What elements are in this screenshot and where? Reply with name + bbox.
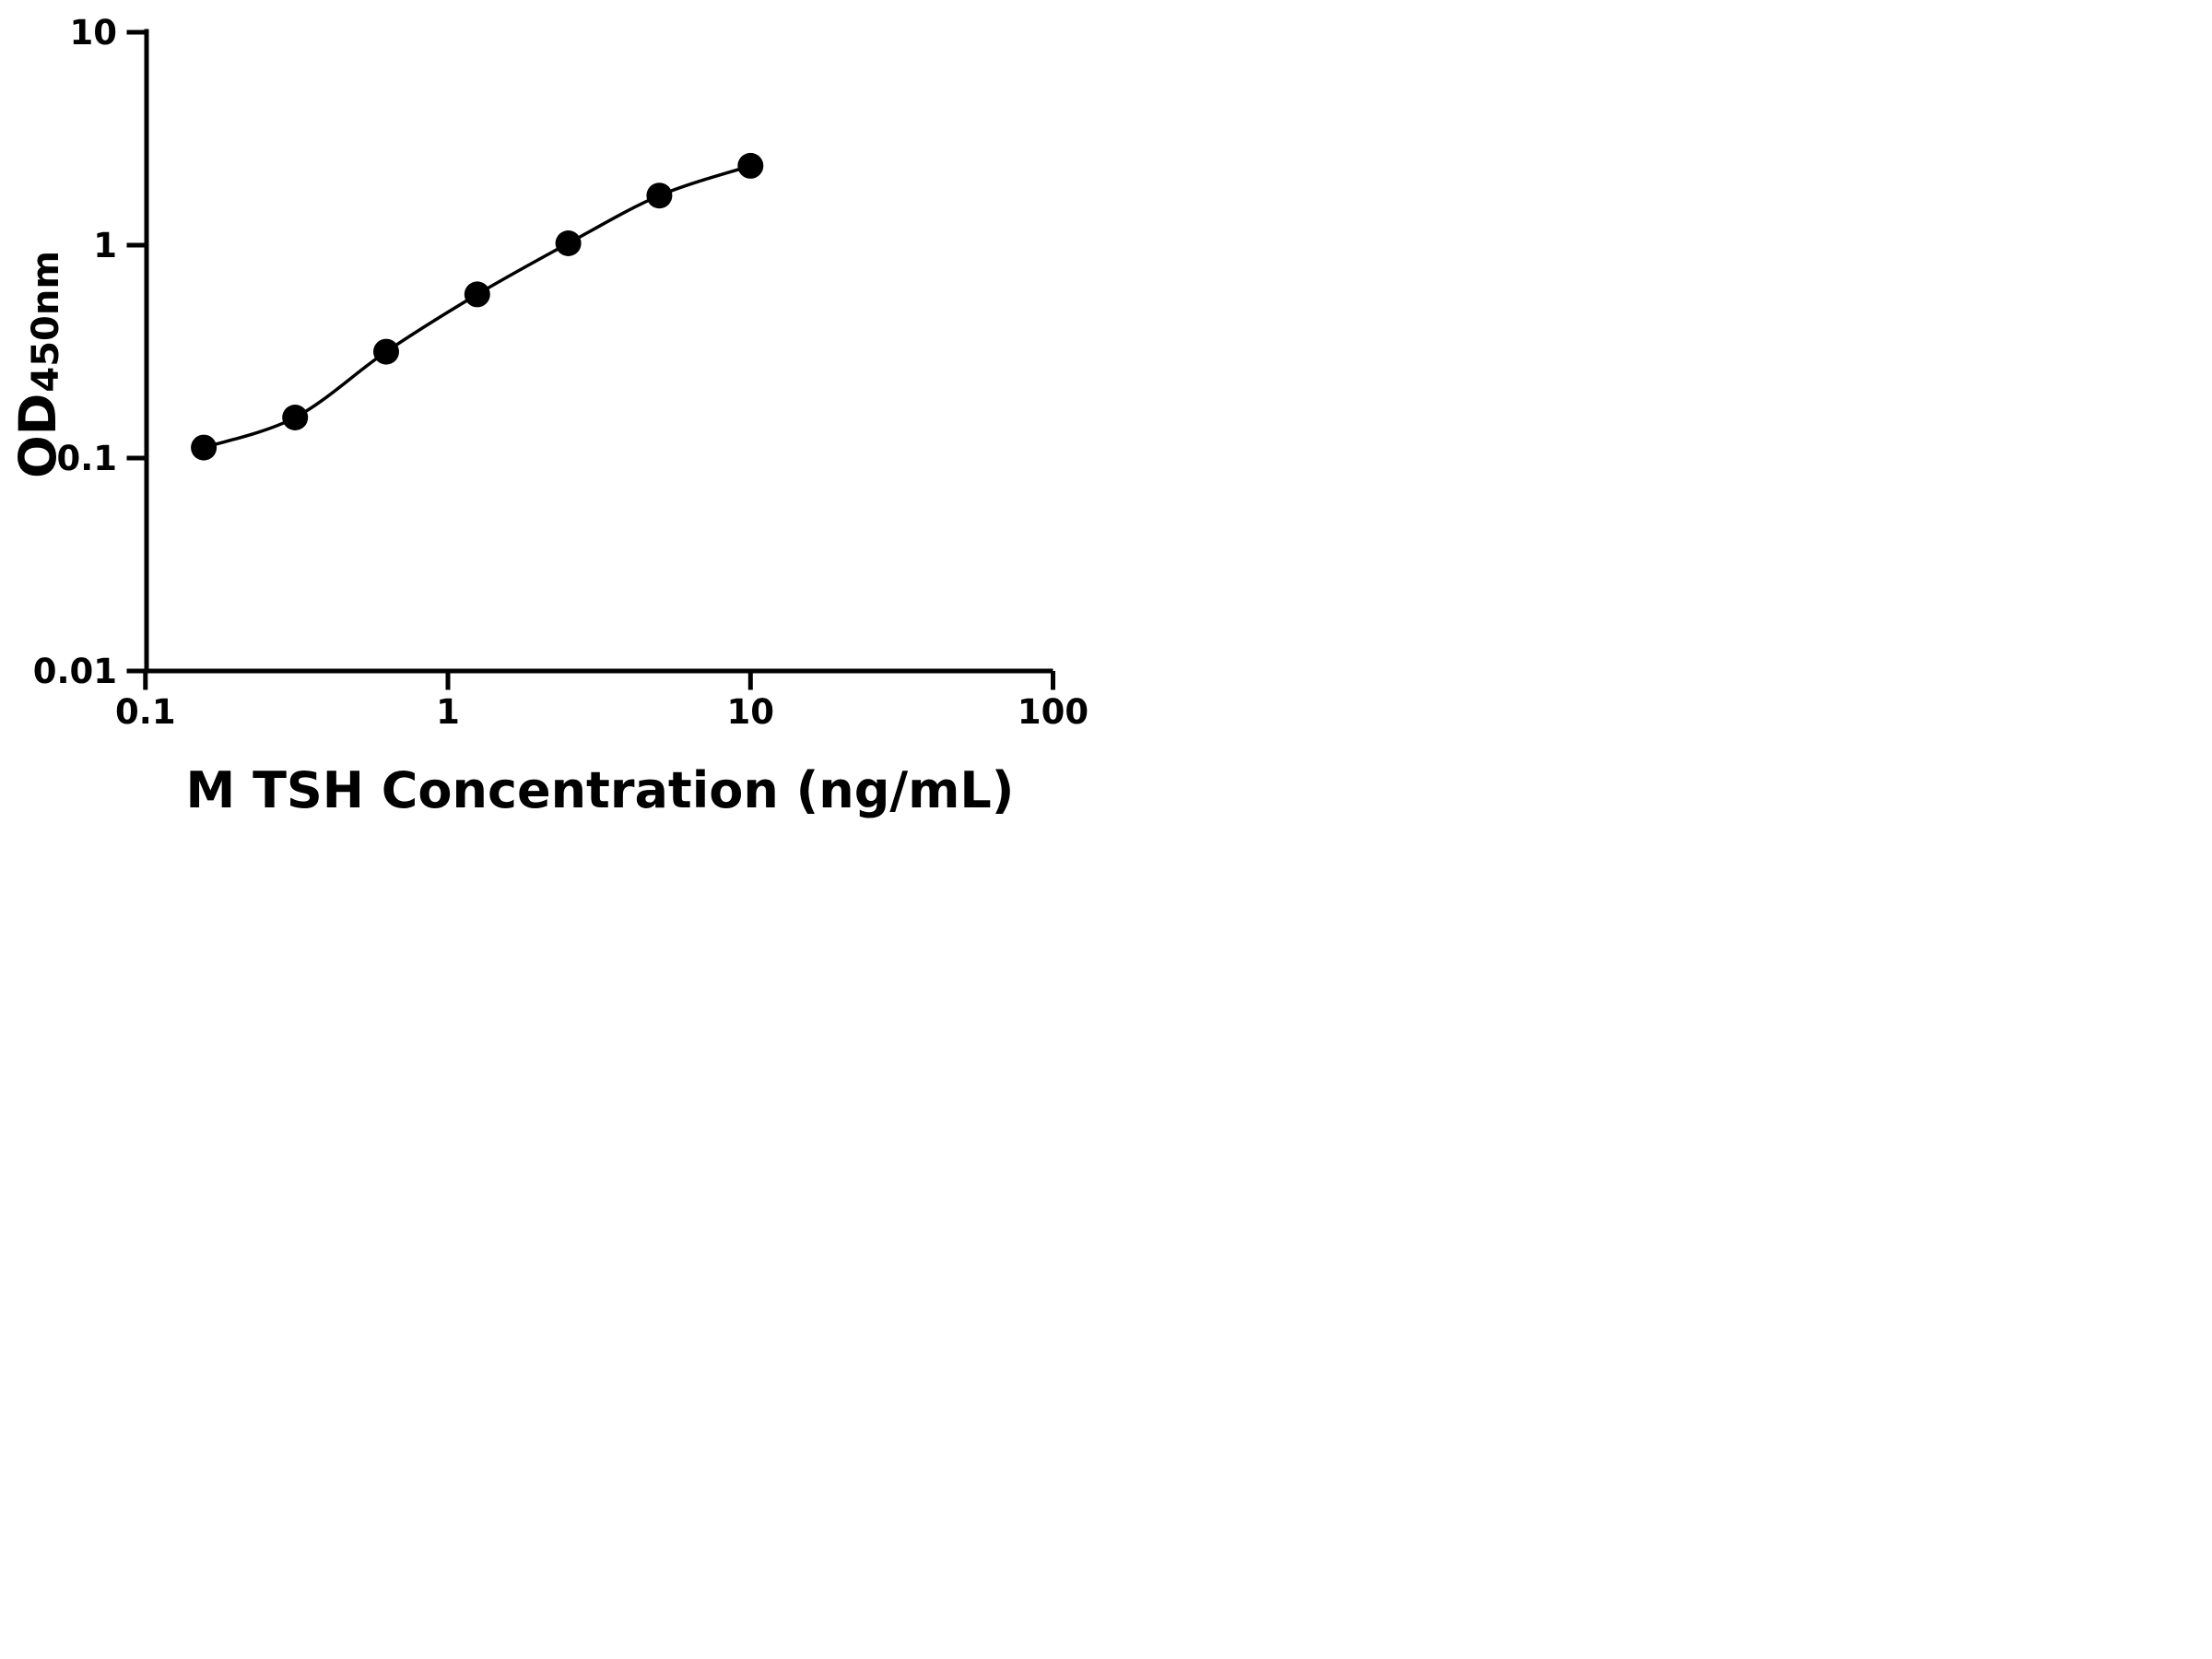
y-tick-label-10: 10 <box>70 13 118 53</box>
y-axis-title-subscript: 450nm <box>25 250 67 393</box>
x-tick-label-10: 10 <box>727 692 775 732</box>
data-point-7 <box>737 152 764 179</box>
axes-frame <box>144 29 1053 674</box>
data-point-6 <box>646 182 673 209</box>
y-axis-title-main: OD <box>8 393 67 479</box>
x-tick-label-0.1: 0.1 <box>115 692 176 732</box>
data-point-3 <box>373 338 399 365</box>
y-tick-label-0.1: 0.1 <box>56 439 117 478</box>
y-axis-title: OD450nm <box>8 176 67 554</box>
x-tick-label-1: 1 <box>436 692 460 732</box>
x-axis-title: M TSH Concentration (ng/mL) <box>185 761 1015 819</box>
y-tick-label-1: 1 <box>93 226 117 265</box>
x-tick-label-100: 100 <box>1018 692 1088 732</box>
y-tick-label-0.01: 0.01 <box>33 652 117 691</box>
data-point-1 <box>191 434 218 461</box>
elisa-standard-curve-figure: 10 1 0.1 0.01 0.1 1 10 100 OD450nm M TSH Concen… <box>0 0 1106 830</box>
data-point-5 <box>555 230 582 256</box>
data-point-4 <box>464 281 490 308</box>
data-point-2 <box>282 405 309 430</box>
